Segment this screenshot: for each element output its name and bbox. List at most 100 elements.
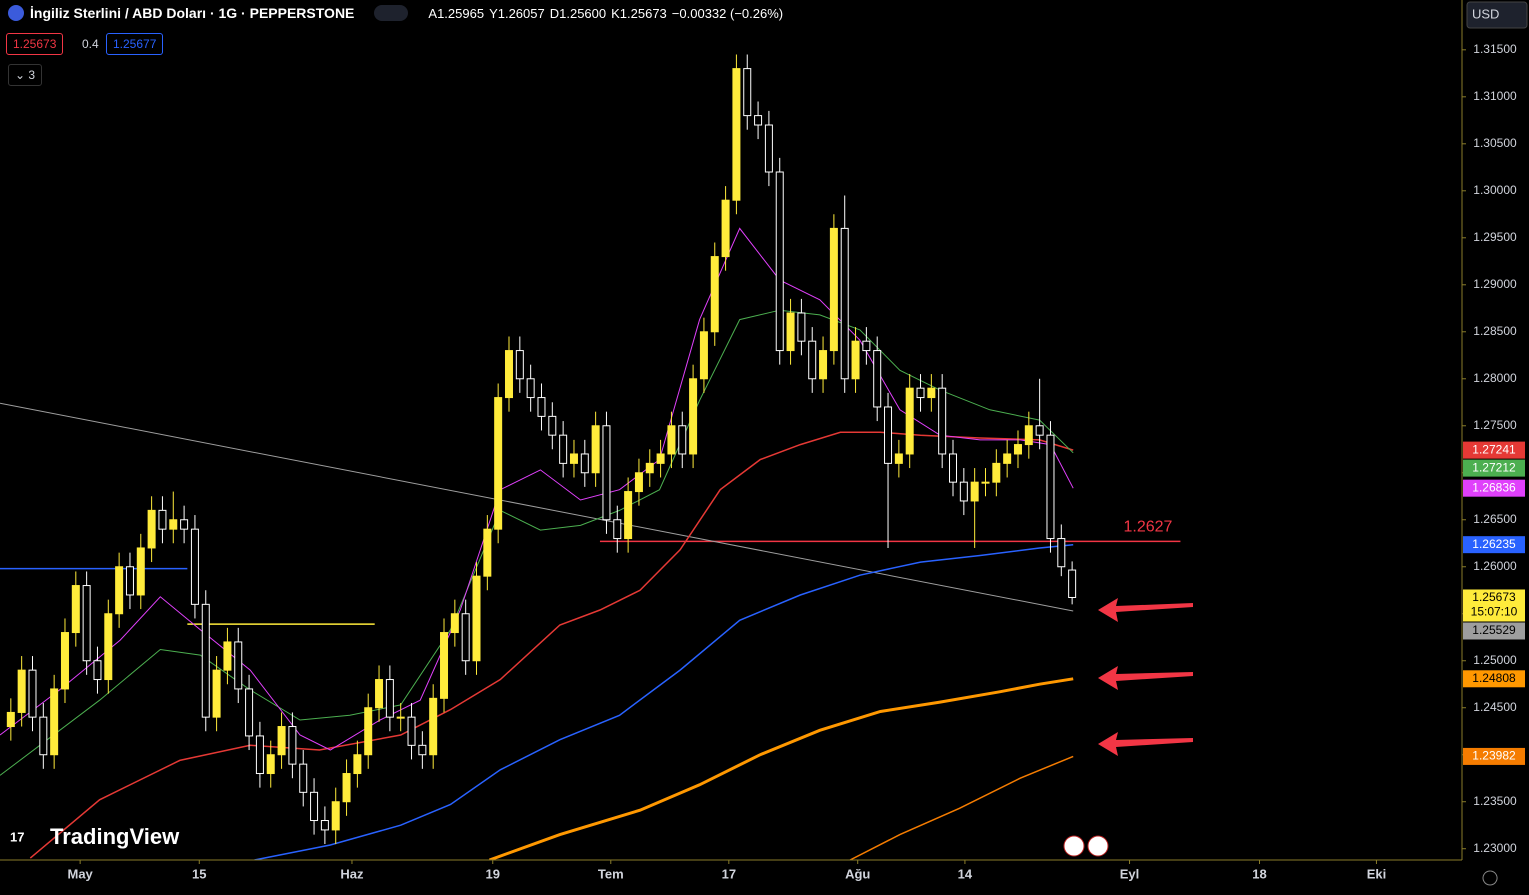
candle-body bbox=[266, 754, 275, 775]
candle-body bbox=[320, 820, 329, 831]
header: İngiliz Sterlini / ABD Doları · 1G · PEP… bbox=[8, 5, 783, 21]
candle-body bbox=[526, 378, 535, 399]
candle-body bbox=[710, 256, 719, 333]
x-tick-label: 15 bbox=[192, 866, 206, 881]
candle-body bbox=[873, 350, 882, 408]
x-tick-label: Ağu bbox=[845, 866, 870, 881]
currency[interactable]: USD bbox=[1472, 6, 1499, 21]
y-tick-label: 1.28000 bbox=[1473, 371, 1517, 385]
x-tick-label: 17 bbox=[722, 866, 736, 881]
candle-body bbox=[28, 669, 37, 718]
candle-body bbox=[743, 68, 752, 117]
indicator-line bbox=[29, 431, 1074, 859]
indicator-line bbox=[254, 543, 1074, 860]
price-tag-label: 1.25529 bbox=[1472, 623, 1516, 637]
candle-body bbox=[819, 350, 828, 380]
price-tag bbox=[1463, 459, 1525, 477]
candle-body bbox=[927, 387, 936, 399]
candle-body bbox=[602, 425, 611, 521]
candle-body bbox=[299, 763, 308, 793]
candle-body bbox=[147, 509, 156, 549]
candle-body bbox=[461, 613, 470, 662]
candle-body bbox=[190, 528, 199, 605]
candle-body bbox=[483, 528, 492, 577]
y-tick-label: 1.29000 bbox=[1473, 277, 1517, 291]
candle-body bbox=[407, 716, 416, 746]
candle-body bbox=[136, 547, 145, 596]
candle-body bbox=[504, 350, 513, 399]
candle-body bbox=[494, 397, 503, 530]
indicator-line bbox=[849, 755, 1074, 860]
candle-body bbox=[548, 415, 557, 436]
candle-body bbox=[829, 227, 838, 352]
countdown: 15:07:10 bbox=[1471, 605, 1518, 619]
buy-button[interactable]: 1.25677 bbox=[106, 33, 164, 55]
candle-body bbox=[667, 425, 676, 455]
candle-body bbox=[429, 697, 438, 756]
candle-body bbox=[440, 632, 449, 699]
candle-body bbox=[418, 744, 427, 756]
symbol[interactable]: İngiliz Sterlini / ABD Doları · 1G · PEP… bbox=[30, 5, 355, 21]
sell-button[interactable]: 1.25673 bbox=[6, 33, 64, 55]
candle-body bbox=[342, 773, 351, 803]
candle-body bbox=[624, 491, 633, 540]
ohlc: A1.25965 Y1.26057 D1.25600 K1.25673 −0.00332… bbox=[428, 6, 783, 21]
price-tag bbox=[1463, 747, 1525, 765]
candle-body bbox=[472, 575, 481, 662]
price-tag-label: 1.26836 bbox=[1472, 480, 1516, 494]
indicators-count[interactable]: 3 bbox=[28, 68, 36, 82]
candle-body bbox=[255, 735, 264, 775]
candle-body bbox=[840, 227, 849, 380]
x-tick-label: Tem bbox=[598, 866, 624, 881]
change: −0.00332 (−0.26%) bbox=[671, 5, 784, 21]
price-tag-label: 1.26235 bbox=[1472, 537, 1516, 551]
candle-body bbox=[180, 519, 189, 530]
spread: 0.4 bbox=[82, 37, 99, 51]
candle-body bbox=[39, 716, 48, 756]
y-tick-label: 1.31500 bbox=[1473, 42, 1517, 56]
x-tick-label: 14 bbox=[958, 866, 973, 881]
indicator-line bbox=[0, 402, 1074, 612]
candle-body bbox=[169, 519, 178, 530]
y-tick-label: 1.24500 bbox=[1473, 700, 1517, 714]
candle-body bbox=[634, 472, 643, 493]
candle-body bbox=[851, 340, 860, 380]
indicator-line bbox=[0, 227, 1074, 751]
candle-body bbox=[1068, 569, 1077, 598]
candle-body bbox=[277, 726, 286, 756]
candle-body bbox=[754, 115, 763, 126]
x-tick-label: May bbox=[67, 866, 93, 881]
candle-body bbox=[905, 387, 914, 455]
settings-icon[interactable] bbox=[1482, 870, 1498, 886]
candle-body bbox=[775, 171, 784, 352]
candle-body bbox=[699, 331, 708, 380]
candle-body bbox=[1035, 425, 1044, 436]
candle-body bbox=[50, 688, 59, 756]
candle-body bbox=[981, 481, 990, 484]
y-tick-label: 1.30500 bbox=[1473, 136, 1517, 150]
status-icons[interactable] bbox=[374, 5, 409, 21]
candle-body bbox=[385, 679, 394, 718]
candle-body bbox=[764, 124, 773, 173]
price-tag bbox=[1463, 536, 1525, 554]
candle-body bbox=[656, 453, 665, 464]
candle-body bbox=[645, 462, 654, 474]
candle-body bbox=[515, 350, 524, 380]
candle-body bbox=[721, 199, 730, 258]
candle-body bbox=[223, 641, 232, 671]
candle-body bbox=[71, 585, 80, 634]
candle-body bbox=[559, 434, 568, 464]
candle-body bbox=[158, 509, 167, 530]
candle-body bbox=[591, 425, 600, 474]
symbol-icon bbox=[8, 5, 24, 21]
price-tag bbox=[1463, 622, 1525, 640]
price-tag-label: 1.24808 bbox=[1472, 671, 1516, 685]
indicators-toggle[interactable]: ⌄ 3 bbox=[8, 64, 43, 86]
candle-body bbox=[396, 716, 405, 719]
candle-body bbox=[678, 425, 687, 455]
logo: TradingView bbox=[50, 824, 180, 849]
currency-box[interactable] bbox=[1466, 1, 1528, 29]
x-tick-label: 19 bbox=[486, 866, 500, 881]
candle-body bbox=[689, 378, 698, 455]
